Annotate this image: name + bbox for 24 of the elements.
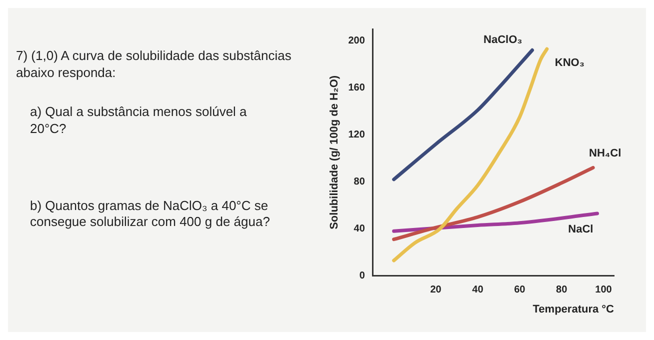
series-label: NH₄Cl (589, 148, 622, 160)
series-label: NaClO₃ (484, 34, 522, 46)
x-axis-title: Temperatura °C (532, 303, 614, 316)
x-tick-label: 20 (430, 284, 442, 296)
line-series (392, 212, 599, 233)
x-tick-label: 60 (514, 284, 526, 296)
line-series (392, 166, 595, 242)
text: b) Quantos gramas de NaClO₃ a 40°C se consegue solubilizar com 400 g de água? (29, 198, 270, 232)
line-series (392, 47, 549, 262)
y-tick-label: 80 (354, 176, 366, 188)
y-axis-title: Solubilidade (g/ 100g de H₂O) (328, 75, 341, 230)
text: a) Qual a substância menos solúvel a 20°C? (29, 104, 248, 138)
series-label: NaCl (568, 224, 594, 236)
x-tick-label: 80 (556, 284, 568, 296)
line-series (392, 48, 534, 182)
x-tick-label: 100 (595, 284, 612, 296)
y-tick-label: 160 (348, 82, 366, 94)
y-tick-label: 40 (354, 224, 366, 235)
y-tick-label: 200 (348, 36, 366, 46)
x-tick-label: 40 (472, 284, 484, 296)
y-tick-label: 120 (348, 130, 366, 141)
y-tick-label: 0 (359, 270, 366, 282)
text: 7) (1,0) A curva de solubilidade das substâncias abaixo responda: (16, 48, 292, 82)
series-label: KNO₃ (554, 57, 584, 70)
